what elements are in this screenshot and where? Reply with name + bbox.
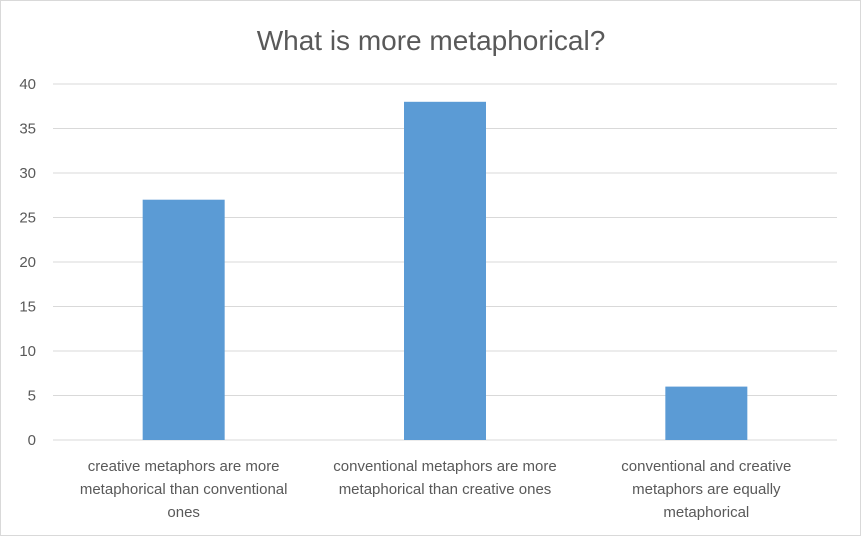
x-category-line: metaphorical: [663, 504, 749, 521]
bars: [142, 101, 748, 441]
y-tick-label: 25: [19, 210, 36, 227]
bar: [404, 101, 486, 441]
y-tick-label: 35: [19, 121, 36, 138]
y-tick-label: 30: [19, 165, 36, 182]
x-category-line: metaphorical than creative ones: [339, 481, 552, 498]
y-tick-label: 40: [19, 76, 36, 93]
x-category-label: creative metaphors are more metaphorical …: [80, 458, 288, 521]
x-category-line: metaphors are equally: [632, 481, 781, 498]
y-tick-label: 0: [28, 432, 36, 449]
y-tick-label: 5: [28, 388, 36, 405]
y-tick-label: 10: [19, 343, 36, 360]
bar: [142, 199, 225, 440]
chart-title: What is more metaphorical?: [257, 25, 606, 56]
x-category-line: conventional metaphors are more: [333, 458, 556, 475]
x-category-line: metaphorical than conventional: [80, 481, 288, 498]
y-axis-ticks: 0 5 10 15 20 25 30 35 40: [19, 76, 36, 449]
y-tick-label: 15: [19, 299, 36, 316]
x-category-line: creative metaphors are more: [88, 458, 280, 475]
x-category-line: ones: [167, 504, 200, 521]
x-category-label: conventional metaphors are more metaphori…: [333, 458, 556, 498]
x-category-label: conventional and creative metaphors are e…: [621, 458, 791, 521]
y-tick-label: 20: [19, 254, 36, 271]
x-axis-categories: creative metaphors are more metaphorical …: [80, 458, 792, 521]
bar: [665, 386, 748, 440]
x-category-line: conventional and creative: [621, 458, 791, 475]
